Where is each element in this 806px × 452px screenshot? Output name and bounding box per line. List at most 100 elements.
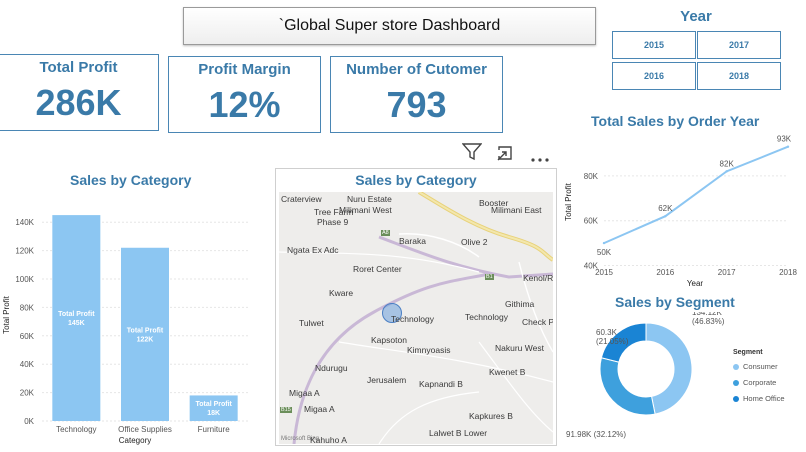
legend-item-consumer[interactable]: Consumer <box>733 362 778 371</box>
point-data-label: 93K <box>777 135 792 144</box>
kpi-label: Profit Margin <box>198 61 291 78</box>
map-place-label: Milimani West <box>339 205 392 215</box>
kpi-total-profit: Total Profit 286K <box>0 54 159 131</box>
donut-chart-title: Sales by Segment <box>615 294 735 310</box>
slice-data-label: 60.3K <box>596 328 618 337</box>
map-place-label: Jerusalem <box>367 375 407 385</box>
kpi-number-of-customers: Number of Cutomer 793 <box>330 56 503 133</box>
bar-data-label: Total Profit <box>127 327 164 334</box>
bar[interactable] <box>189 395 238 421</box>
map-place-label: Lalwet B Lower <box>429 428 488 438</box>
focus-mode-icon[interactable] <box>496 144 514 167</box>
x-tick-label: 2018 <box>779 268 797 277</box>
map-place-label: Nuru Estate <box>347 194 392 204</box>
map-place-label: Milimani East <box>491 205 542 215</box>
map-title: Sales by Category <box>355 172 477 188</box>
y-axis-title: Total Profit <box>564 182 573 221</box>
kpi-value: 12% <box>208 84 281 125</box>
legend-item-corporate[interactable]: Corporate <box>733 378 776 387</box>
map-road-label: B15 <box>280 407 292 413</box>
map-place-label: Olive 2 <box>461 237 488 247</box>
year-option-2017[interactable]: 2017 <box>697 31 781 59</box>
y-tick-label: 100K <box>15 275 34 284</box>
x-tick-label: Office Supplies <box>118 425 172 434</box>
bar-data-label: 18K <box>207 410 220 417</box>
year-option-2018[interactable]: 2018 <box>697 62 781 90</box>
point-data-label: 50K <box>597 248 612 257</box>
kpi-label: Total Profit <box>39 59 118 76</box>
map-place-label: Kahuho A <box>310 435 347 444</box>
y-tick-label: 120K <box>15 247 34 256</box>
point-data-label: 62K <box>658 204 673 213</box>
legend-swatch <box>733 395 739 402</box>
map-place-label: Kapsoton <box>371 335 407 345</box>
x-tick-label: 2016 <box>656 268 674 277</box>
map-place-label: Kware <box>329 288 354 298</box>
y-tick-label: 60K <box>20 332 35 341</box>
kpi-value: 793 <box>386 84 447 125</box>
donut-slice[interactable] <box>599 357 656 416</box>
x-axis-title: Year <box>687 279 704 288</box>
line-point[interactable] <box>786 145 790 148</box>
line-point[interactable] <box>602 241 606 245</box>
x-tick-label: 2015 <box>595 268 613 277</box>
map-place-label: Tulwet <box>299 318 324 328</box>
y-tick-label: 20K <box>20 389 35 398</box>
donut-slice[interactable] <box>600 322 647 363</box>
map-place-label: Kwenet B <box>489 367 526 377</box>
legend-swatch <box>733 363 739 370</box>
y-axis-title: Total Profit <box>2 295 11 334</box>
total-sales-by-order-year-line-chart: 40K 60K 80K 50K 2015 62K 2016 82K 2017 93K 2018 Yea… <box>564 135 797 288</box>
slice-data-label: 134.12K <box>692 312 722 317</box>
legend-label: Home Office <box>743 394 785 403</box>
y-tick-label: 80K <box>584 172 599 181</box>
map-place-label: Craterview <box>281 194 322 204</box>
filter-icon[interactable] <box>461 143 483 166</box>
map-place-label: Migaa A <box>304 404 335 414</box>
more-options-icon[interactable] <box>530 150 550 168</box>
line-chart-title: Total Sales by Order Year <box>591 113 760 129</box>
map-data-bubble[interactable] <box>382 303 402 323</box>
map-road-label: A8 <box>381 230 390 236</box>
bar[interactable] <box>52 215 101 421</box>
x-axis-title: Category <box>119 436 151 445</box>
map-place-label: Migaa A <box>289 388 320 398</box>
year-option-2015[interactable]: 2015 <box>612 31 696 59</box>
kpi-label: Number of Cutomer <box>346 61 487 78</box>
dashboard-title: `Global Super store Dashboard <box>183 7 596 45</box>
y-tick-label: 40K <box>20 360 35 369</box>
map-place-label: Booster <box>479 198 509 208</box>
sales-map[interactable]: Craterview Nuru Estate Milimani West Booste… <box>279 192 553 444</box>
map-place-label: Kapkures B <box>469 411 513 421</box>
y-tick-label: 60K <box>584 217 599 226</box>
y-tick-label: 0K <box>24 417 34 426</box>
map-place-label: Phase 9 <box>317 217 349 227</box>
bar-data-label: 145K <box>68 320 85 327</box>
map-place-label: Ngata Ex Adc <box>287 245 339 255</box>
map-place-label: Baraka <box>399 236 426 246</box>
slice-data-label: (21.05%) <box>596 337 629 346</box>
map-place-label: Kimnyoasis <box>407 345 451 355</box>
map-place-label: Check P <box>522 317 553 327</box>
year-option-2016[interactable]: 2016 <box>612 62 696 90</box>
bar-data-label: 122K <box>137 336 154 343</box>
map-attribution: Microsoft Bing <box>281 436 320 442</box>
bar[interactable] <box>121 247 169 421</box>
y-tick-label: 40K <box>584 262 599 271</box>
series-line[interactable] <box>603 145 789 245</box>
bar-data-label: Total Profit <box>58 311 95 318</box>
map-place-label: Kenol/R <box>523 273 553 283</box>
bar-chart-title: Sales by Category <box>70 172 192 188</box>
map-place-label: Technology <box>465 312 509 322</box>
bar-data-label: Total Profit <box>195 401 232 408</box>
x-tick-label: Technology <box>56 425 96 434</box>
point-data-label: 82K <box>720 159 735 168</box>
y-tick-label: 80K <box>20 303 35 312</box>
line-point[interactable] <box>664 215 667 218</box>
segment-legend-title: Segment <box>733 349 763 356</box>
legend-item-home-office[interactable]: Home Office <box>733 394 785 403</box>
y-tick-label: 140K <box>15 218 34 227</box>
line-point[interactable] <box>725 170 728 173</box>
donut-slice[interactable] <box>645 322 693 415</box>
map-roads <box>279 192 553 444</box>
